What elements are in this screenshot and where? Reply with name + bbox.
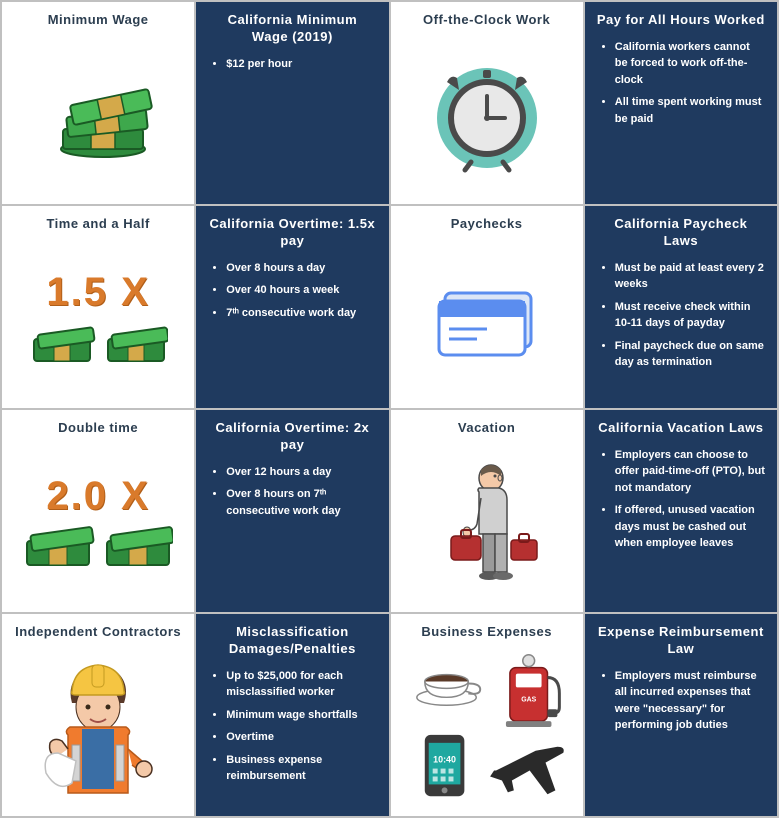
list-item: Final paycheck due on same day as termin… xyxy=(615,338,765,371)
business-expenses-icons: GAS 10:40 xyxy=(403,651,571,806)
cell-off-clock: Off-the-Clock Work xyxy=(390,1,584,205)
title-expense-reimbursement: Expense Reimbursement Law xyxy=(597,624,765,658)
title-pay-all-hours: Pay for All Hours Worked xyxy=(597,12,765,29)
multiplier-1-5-icon: 1.5 X xyxy=(14,243,182,398)
airplane-icon xyxy=(490,747,564,795)
list-item: Over 8 hours on 7ᵗʰ consecutive work day xyxy=(226,486,376,519)
title-off-clock: Off-the-Clock Work xyxy=(423,12,550,29)
svg-text:GAS: GAS xyxy=(521,697,536,704)
list-pay-all-hours: California workers cannot be forced to w… xyxy=(597,39,765,128)
list-item: Over 8 hours a day xyxy=(226,260,376,277)
list-item: Employers can choose to offer paid-time-… xyxy=(615,447,765,497)
cell-vacation-laws: California Vacation Laws Employers can c… xyxy=(584,409,778,613)
list-paycheck-laws: Must be paid at least every 2 weeks Must… xyxy=(597,260,765,371)
cell-ot-1-5: California Overtime: 1.5x pay Over 8 hou… xyxy=(195,205,389,409)
list-vacation-laws: Employers can choose to offer paid-time-… xyxy=(597,447,765,552)
coffee-icon xyxy=(416,675,479,706)
multiplier-text: 1.5 X xyxy=(46,270,149,315)
list-item: Must be paid at least every 2 weeks xyxy=(615,260,765,293)
cell-paychecks: Paychecks xyxy=(390,205,584,409)
list-item: $12 per hour xyxy=(226,56,376,73)
title-contractors: Independent Contractors xyxy=(15,624,181,641)
title-vacation: Vacation xyxy=(458,420,515,437)
title-minimum-wage: Minimum Wage xyxy=(48,12,149,29)
title-ot-2x: California Overtime: 2x pay xyxy=(208,420,376,454)
list-item: Over 12 hours a day xyxy=(226,464,376,481)
list-item: Overtime xyxy=(226,729,376,746)
svg-text:10:40: 10:40 xyxy=(433,755,456,765)
list-item: Minimum wage shortfalls xyxy=(226,707,376,724)
title-paychecks: Paychecks xyxy=(451,216,523,233)
title-time-half: Time and a Half xyxy=(46,216,149,233)
list-ot-1-5: Over 8 hours a day Over 40 hours a week … xyxy=(208,260,376,322)
money-stack-icon xyxy=(14,39,182,194)
list-item: California workers cannot be forced to w… xyxy=(615,39,765,89)
cell-minimum-wage: Minimum Wage xyxy=(1,1,195,205)
gas-pump-icon: GAS xyxy=(505,655,558,727)
cell-business-expenses: Business Expenses xyxy=(390,613,584,817)
list-ot-2x: Over 12 hours a day Over 8 hours on 7ᵗʰ … xyxy=(208,464,376,520)
cell-expense-reimbursement: Expense Reimbursement Law Employers must… xyxy=(584,613,778,817)
list-item: Over 40 hours a week xyxy=(226,282,376,299)
list-item: If offered, unused vacation days must be… xyxy=(615,502,765,552)
list-item: Business expense reimbursement xyxy=(226,752,376,785)
cell-misclassification: Misclassification Damages/Penalties Up t… xyxy=(195,613,389,817)
vacation-traveler-icon xyxy=(403,447,571,602)
list-item: Up to $25,000 for each misclassified wor… xyxy=(226,668,376,701)
list-expense-reimbursement: Employers must reimburse all incurred ex… xyxy=(597,668,765,734)
list-ca-min-wage: $12 per hour xyxy=(208,56,376,73)
multiplier-2-0-icon: 2.0 X xyxy=(14,447,182,602)
title-vacation-laws: California Vacation Laws xyxy=(597,420,765,437)
cell-paycheck-laws: California Paycheck Laws Must be paid at… xyxy=(584,205,778,409)
phone-icon: 10:40 xyxy=(424,735,464,796)
alarm-clock-icon xyxy=(403,39,571,194)
contractor-icon xyxy=(14,651,182,806)
cell-ca-min-wage: California Minimum Wage (2019) $12 per h… xyxy=(195,1,389,205)
cell-double-time: Double time 2.0 X xyxy=(1,409,195,613)
cell-vacation: Vacation xyxy=(390,409,584,613)
title-business-expenses: Business Expenses xyxy=(421,624,552,641)
title-ca-min-wage: California Minimum Wage (2019) xyxy=(208,12,376,46)
cell-pay-all-hours: Pay for All Hours Worked California work… xyxy=(584,1,778,205)
paycheck-icon xyxy=(403,243,571,398)
cell-ot-2x: California Overtime: 2x pay Over 12 hour… xyxy=(195,409,389,613)
title-double-time: Double time xyxy=(58,420,138,437)
title-misclassification: Misclassification Damages/Penalties xyxy=(208,624,376,658)
multiplier-text: 2.0 X xyxy=(46,474,149,519)
list-item: All time spent working must be paid xyxy=(615,94,765,127)
cell-contractors: Independent Contractors xyxy=(1,613,195,817)
list-item: Must receive check within 10-11 days of … xyxy=(615,299,765,332)
list-misclassification: Up to $25,000 for each misclassified wor… xyxy=(208,668,376,785)
list-item: 7ᵗʰ consecutive work day xyxy=(226,305,376,322)
cell-time-half: Time and a Half 1.5 X xyxy=(1,205,195,409)
infographic-grid: Minimum Wage California Minimum Wage (20… xyxy=(0,0,779,818)
title-ot-1-5: California Overtime: 1.5x pay xyxy=(208,216,376,250)
list-item: Employers must reimburse all incurred ex… xyxy=(615,668,765,734)
title-paycheck-laws: California Paycheck Laws xyxy=(597,216,765,250)
